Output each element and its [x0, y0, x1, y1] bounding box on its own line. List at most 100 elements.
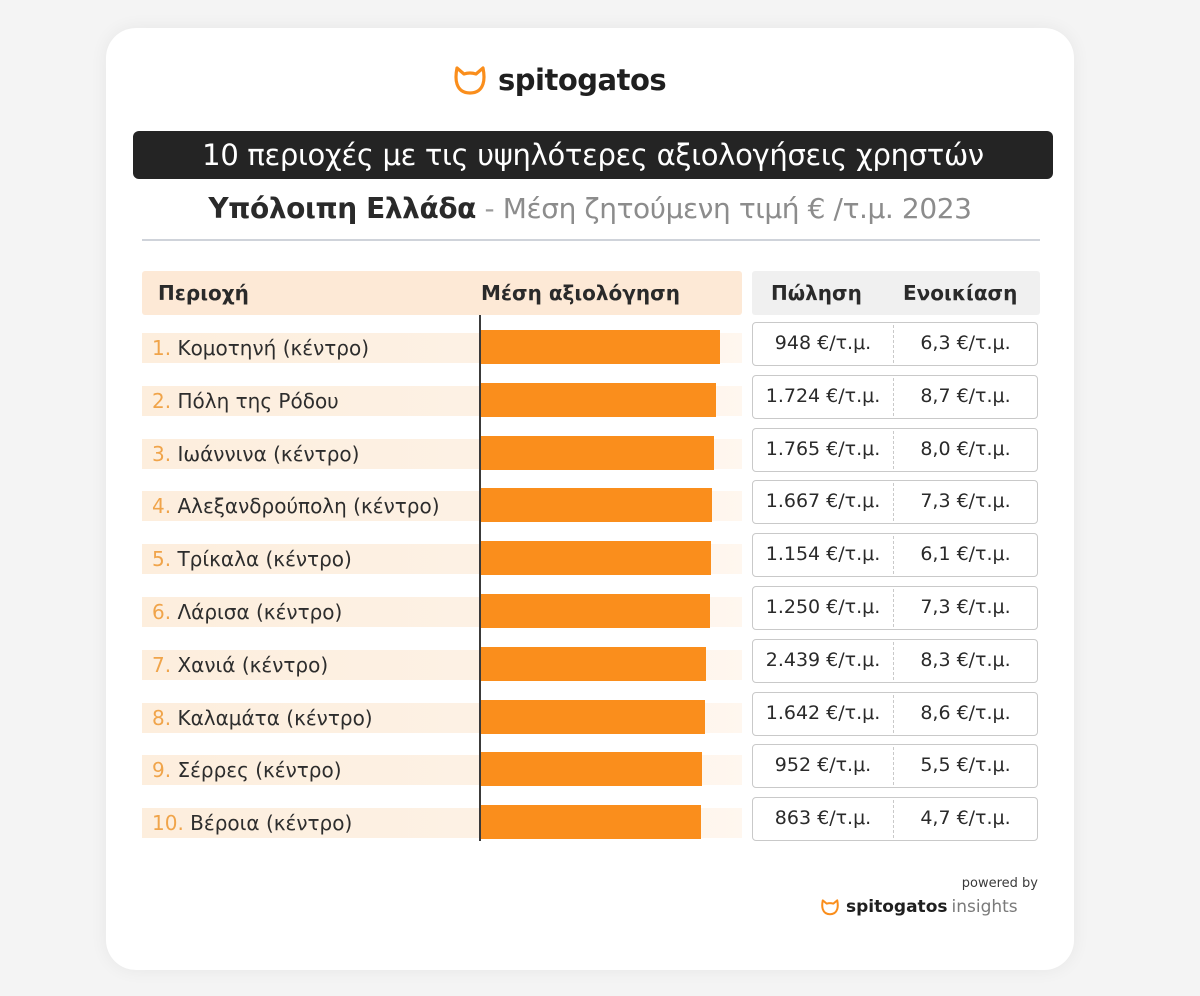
price-separator: [893, 431, 894, 469]
rent-price: 5,5 €/τ.μ.: [920, 754, 1011, 776]
sale-price: 952 €/τ.μ.: [774, 754, 872, 776]
sale-price: 1.667 €/τ.μ.: [765, 490, 881, 512]
row-area-name: Λάρισα (κέντρο): [177, 600, 343, 624]
row-area-name: Καλαμάτα (κέντρο): [177, 706, 373, 730]
row-area-name: Ιωάννινα (κέντρο): [177, 442, 360, 466]
rating-bar: [481, 700, 705, 734]
rent-price: 8,3 €/τ.μ.: [920, 649, 1011, 671]
table-row-label: 8. Καλαμάτα (κέντρο): [152, 703, 373, 733]
sale-price: 2.439 €/τ.μ.: [765, 649, 881, 671]
row-rank: 1.: [152, 336, 172, 360]
price-separator: [893, 800, 894, 838]
table-row-label: 7. Χανιά (κέντρο): [152, 650, 328, 680]
rent-price: 8,7 €/τ.μ.: [920, 385, 1011, 407]
price-box: 1.642 €/τ.μ. 8,6 €/τ.μ.: [752, 692, 1038, 736]
rating-bar: [481, 752, 702, 786]
row-rank: 4.: [152, 494, 172, 518]
row-area-name: Βέροια (κέντρο): [190, 811, 353, 835]
sale-price: 1.250 €/τ.μ.: [765, 596, 881, 618]
table-row-label: 2. Πόλη της Ρόδου: [152, 386, 339, 416]
cat-head-icon: [454, 66, 486, 95]
price-box: 2.439 €/τ.μ. 8,3 €/τ.μ.: [752, 639, 1038, 683]
price-box: 952 €/τ.μ. 5,5 €/τ.μ.: [752, 744, 1038, 788]
row-area-name: Πόλη της Ρόδου: [177, 389, 339, 413]
rating-bar: [481, 436, 714, 470]
left-header-bg: [142, 271, 742, 315]
header-rating: Μέση αξιολόγηση: [481, 281, 680, 305]
sale-price: 863 €/τ.μ.: [774, 807, 872, 829]
rent-price: 7,3 €/τ.μ.: [920, 596, 1011, 618]
row-rank: 7.: [152, 653, 172, 677]
row-area-name: Αλεξανδρούπολη (κέντρο): [177, 494, 440, 518]
rating-bar: [481, 647, 706, 681]
row-rank: 5.: [152, 547, 172, 571]
cat-head-icon: [821, 899, 839, 916]
price-separator: [893, 589, 894, 627]
table-row-label: 5. Τρίκαλα (κέντρο): [152, 544, 352, 574]
row-rank: 10.: [152, 811, 184, 835]
row-area-name: Σέρρες (κέντρο): [177, 758, 342, 782]
price-separator: [893, 325, 894, 363]
title-bar: 10 περιοχές με τις υψηλότερες αξιολογήσε…: [133, 131, 1053, 179]
subtitle-metric: Μέση ζητούμενη τιμή € /τ.μ. 2023: [502, 192, 972, 225]
subtitle-dash: -: [476, 192, 503, 225]
rent-price: 6,1 €/τ.μ.: [920, 543, 1011, 565]
footer-logo: spitogatos insights: [820, 897, 1018, 917]
price-box: 1.250 €/τ.μ. 7,3 €/τ.μ.: [752, 586, 1038, 630]
bar-axis-line: [479, 315, 481, 841]
rating-bar: [481, 541, 711, 575]
row-rank: 8.: [152, 706, 172, 730]
rating-bar: [481, 383, 716, 417]
chart-title: 10 περιοχές με τις υψηλότερες αξιολογήσε…: [202, 138, 984, 172]
price-box: 1.765 €/τ.μ. 8,0 €/τ.μ.: [752, 428, 1038, 472]
row-area-name: Κομοτηνή (κέντρο): [177, 336, 370, 360]
table-row-label: 3. Ιωάννινα (κέντρο): [152, 439, 359, 469]
rent-price: 7,3 €/τ.μ.: [920, 490, 1011, 512]
table-row-label: 9. Σέρρες (κέντρο): [152, 755, 342, 785]
header-area: Περιοχή: [158, 281, 249, 305]
price-separator: [893, 536, 894, 574]
brand-name: spitogatos: [498, 63, 667, 97]
row-area-name: Τρίκαλα (κέντρο): [177, 547, 352, 571]
price-separator: [893, 483, 894, 521]
price-separator: [893, 695, 894, 733]
footer-brand: spitogatos: [846, 897, 948, 917]
price-box: 948 €/τ.μ. 6,3 €/τ.μ.: [752, 322, 1038, 366]
table-row-label: 4. Αλεξανδρούπολη (κέντρο): [152, 491, 440, 521]
price-separator: [893, 642, 894, 680]
row-area-name: Χανιά (κέντρο): [177, 653, 329, 677]
price-box: 1.724 €/τ.μ. 8,7 €/τ.μ.: [752, 375, 1038, 419]
rent-price: 8,0 €/τ.μ.: [920, 438, 1011, 460]
footer-product: insights: [951, 897, 1018, 917]
subtitle-region: Υπόλοιπη Ελλάδα: [208, 192, 477, 225]
rent-price: 6,3 €/τ.μ.: [920, 332, 1011, 354]
sale-price: 1.724 €/τ.μ.: [765, 385, 881, 407]
table-row-label: 6. Λάρισα (κέντρο): [152, 597, 342, 627]
header-sale: Πώληση: [771, 281, 862, 305]
divider: [142, 239, 1040, 241]
row-rank: 6.: [152, 600, 172, 624]
price-separator: [893, 747, 894, 785]
price-box: 1.154 €/τ.μ. 6,1 €/τ.μ.: [752, 533, 1038, 577]
sale-price: 1.154 €/τ.μ.: [765, 543, 881, 565]
sale-price: 1.765 €/τ.μ.: [765, 438, 881, 460]
sale-price: 948 €/τ.μ.: [774, 332, 872, 354]
price-box: 863 €/τ.μ. 4,7 €/τ.μ.: [752, 797, 1038, 841]
sale-price: 1.642 €/τ.μ.: [765, 702, 881, 724]
price-box: 1.667 €/τ.μ. 7,3 €/τ.μ.: [752, 480, 1038, 524]
row-rank: 3.: [152, 442, 172, 466]
header-rent: Ενοικίαση: [903, 281, 1018, 305]
table-row-label: 10. Βέροια (κέντρο): [152, 808, 352, 838]
row-rank: 9.: [152, 758, 172, 782]
rating-bar: [481, 330, 720, 364]
rating-bar: [481, 805, 701, 839]
brand-logo: spitogatos: [452, 58, 667, 102]
price-separator: [893, 378, 894, 416]
rating-bar: [481, 594, 710, 628]
row-rank: 2.: [152, 389, 172, 413]
chart-subtitle: Υπόλοιπη Ελλάδα - Μέση ζητούμενη τιμή € …: [140, 192, 1040, 225]
table-row-label: 1. Κομοτηνή (κέντρο): [152, 333, 369, 363]
rent-price: 4,7 €/τ.μ.: [920, 807, 1011, 829]
rating-bar: [481, 488, 712, 522]
rent-price: 8,6 €/τ.μ.: [920, 702, 1011, 724]
